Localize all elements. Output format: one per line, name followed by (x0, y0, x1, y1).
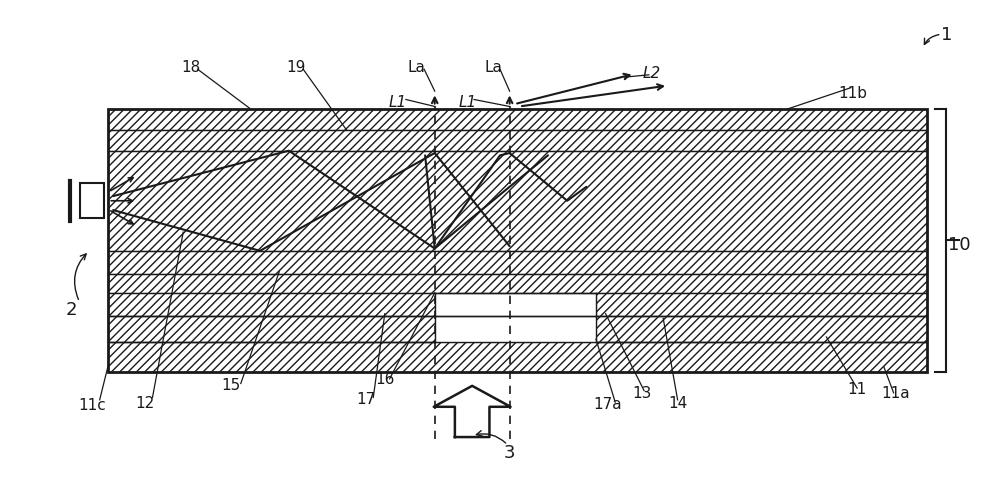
Text: 10: 10 (948, 235, 970, 253)
Bar (108, 151, 927, 251)
Bar (108, 274, 927, 293)
Bar (80, 184, 104, 219)
Bar (435, 317, 596, 342)
Text: 3: 3 (504, 443, 515, 461)
Bar (108, 109, 927, 372)
Text: 11a: 11a (881, 386, 910, 400)
Text: 11b: 11b (839, 86, 868, 101)
Bar (435, 293, 596, 317)
Text: La: La (484, 60, 502, 75)
Text: 13: 13 (632, 386, 652, 400)
Bar (108, 293, 435, 317)
Bar (596, 293, 927, 317)
Bar (108, 251, 927, 274)
Text: 11c: 11c (78, 397, 106, 412)
Bar (596, 317, 927, 342)
Text: 17: 17 (356, 392, 375, 407)
Text: 11: 11 (847, 381, 867, 396)
Bar (108, 131, 927, 151)
Text: 16: 16 (375, 372, 394, 387)
Bar (108, 317, 435, 342)
Text: 18: 18 (181, 60, 201, 75)
Text: 19: 19 (287, 60, 306, 75)
Bar (108, 342, 927, 372)
Text: 1: 1 (941, 26, 952, 44)
Polygon shape (434, 386, 511, 437)
Text: 12: 12 (135, 395, 154, 410)
Text: 2: 2 (65, 301, 77, 318)
Text: 17a: 17a (593, 396, 622, 411)
Text: L2: L2 (643, 66, 661, 81)
Bar (108, 109, 927, 131)
Text: L1: L1 (388, 95, 406, 110)
Text: La: La (408, 60, 425, 75)
Text: 15: 15 (222, 378, 241, 393)
Text: L1: L1 (458, 95, 476, 110)
Text: 14: 14 (668, 395, 687, 410)
